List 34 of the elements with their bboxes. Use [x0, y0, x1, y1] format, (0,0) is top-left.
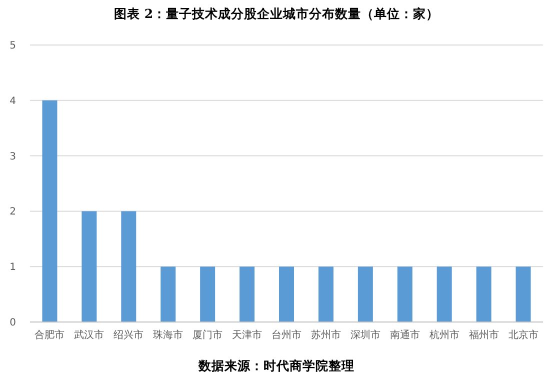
bar	[476, 266, 492, 322]
bar	[82, 211, 97, 322]
bar	[397, 266, 412, 322]
x-tick-label: 南通市	[390, 329, 420, 341]
y-tick-label: 1	[10, 262, 16, 274]
bar	[358, 266, 373, 322]
bar	[436, 266, 452, 322]
x-tick-label: 合肥市	[34, 329, 65, 341]
x-tick-label: 深圳市	[350, 329, 380, 341]
bar	[42, 100, 58, 322]
chart-title: 图表 2：量子技术成分股企业城市分布数量（单位：家）	[114, 6, 440, 21]
x-tick-label: 绍兴市	[114, 329, 144, 341]
x-tick-label: 武汉市	[74, 329, 104, 341]
x-tick-label: 杭州市	[428, 329, 460, 341]
bar	[160, 266, 176, 322]
y-tick-label: 3	[10, 151, 16, 162]
y-tick-label: 2	[10, 206, 16, 218]
x-tick-label: 天津市	[232, 329, 262, 341]
x-tick-label: 珠海市	[153, 329, 184, 341]
y-tick-label: 4	[10, 96, 16, 107]
bar	[240, 266, 255, 322]
x-tick-label: 苏州市	[310, 329, 341, 341]
bar	[318, 266, 334, 322]
x-tick-label: 北京市	[508, 329, 538, 341]
bar	[121, 211, 136, 322]
bar	[200, 266, 216, 322]
bar	[516, 266, 531, 322]
x-tick-label: 台州市	[272, 329, 302, 341]
y-tick-label: 0	[10, 318, 16, 328]
x-tick-label: 福州市	[468, 329, 499, 341]
source-note: 数据来源：时代商学院整理	[198, 358, 354, 373]
x-tick-label: 厦门市	[192, 329, 223, 341]
y-tick-label: 5	[10, 40, 16, 52]
bar	[279, 266, 294, 322]
